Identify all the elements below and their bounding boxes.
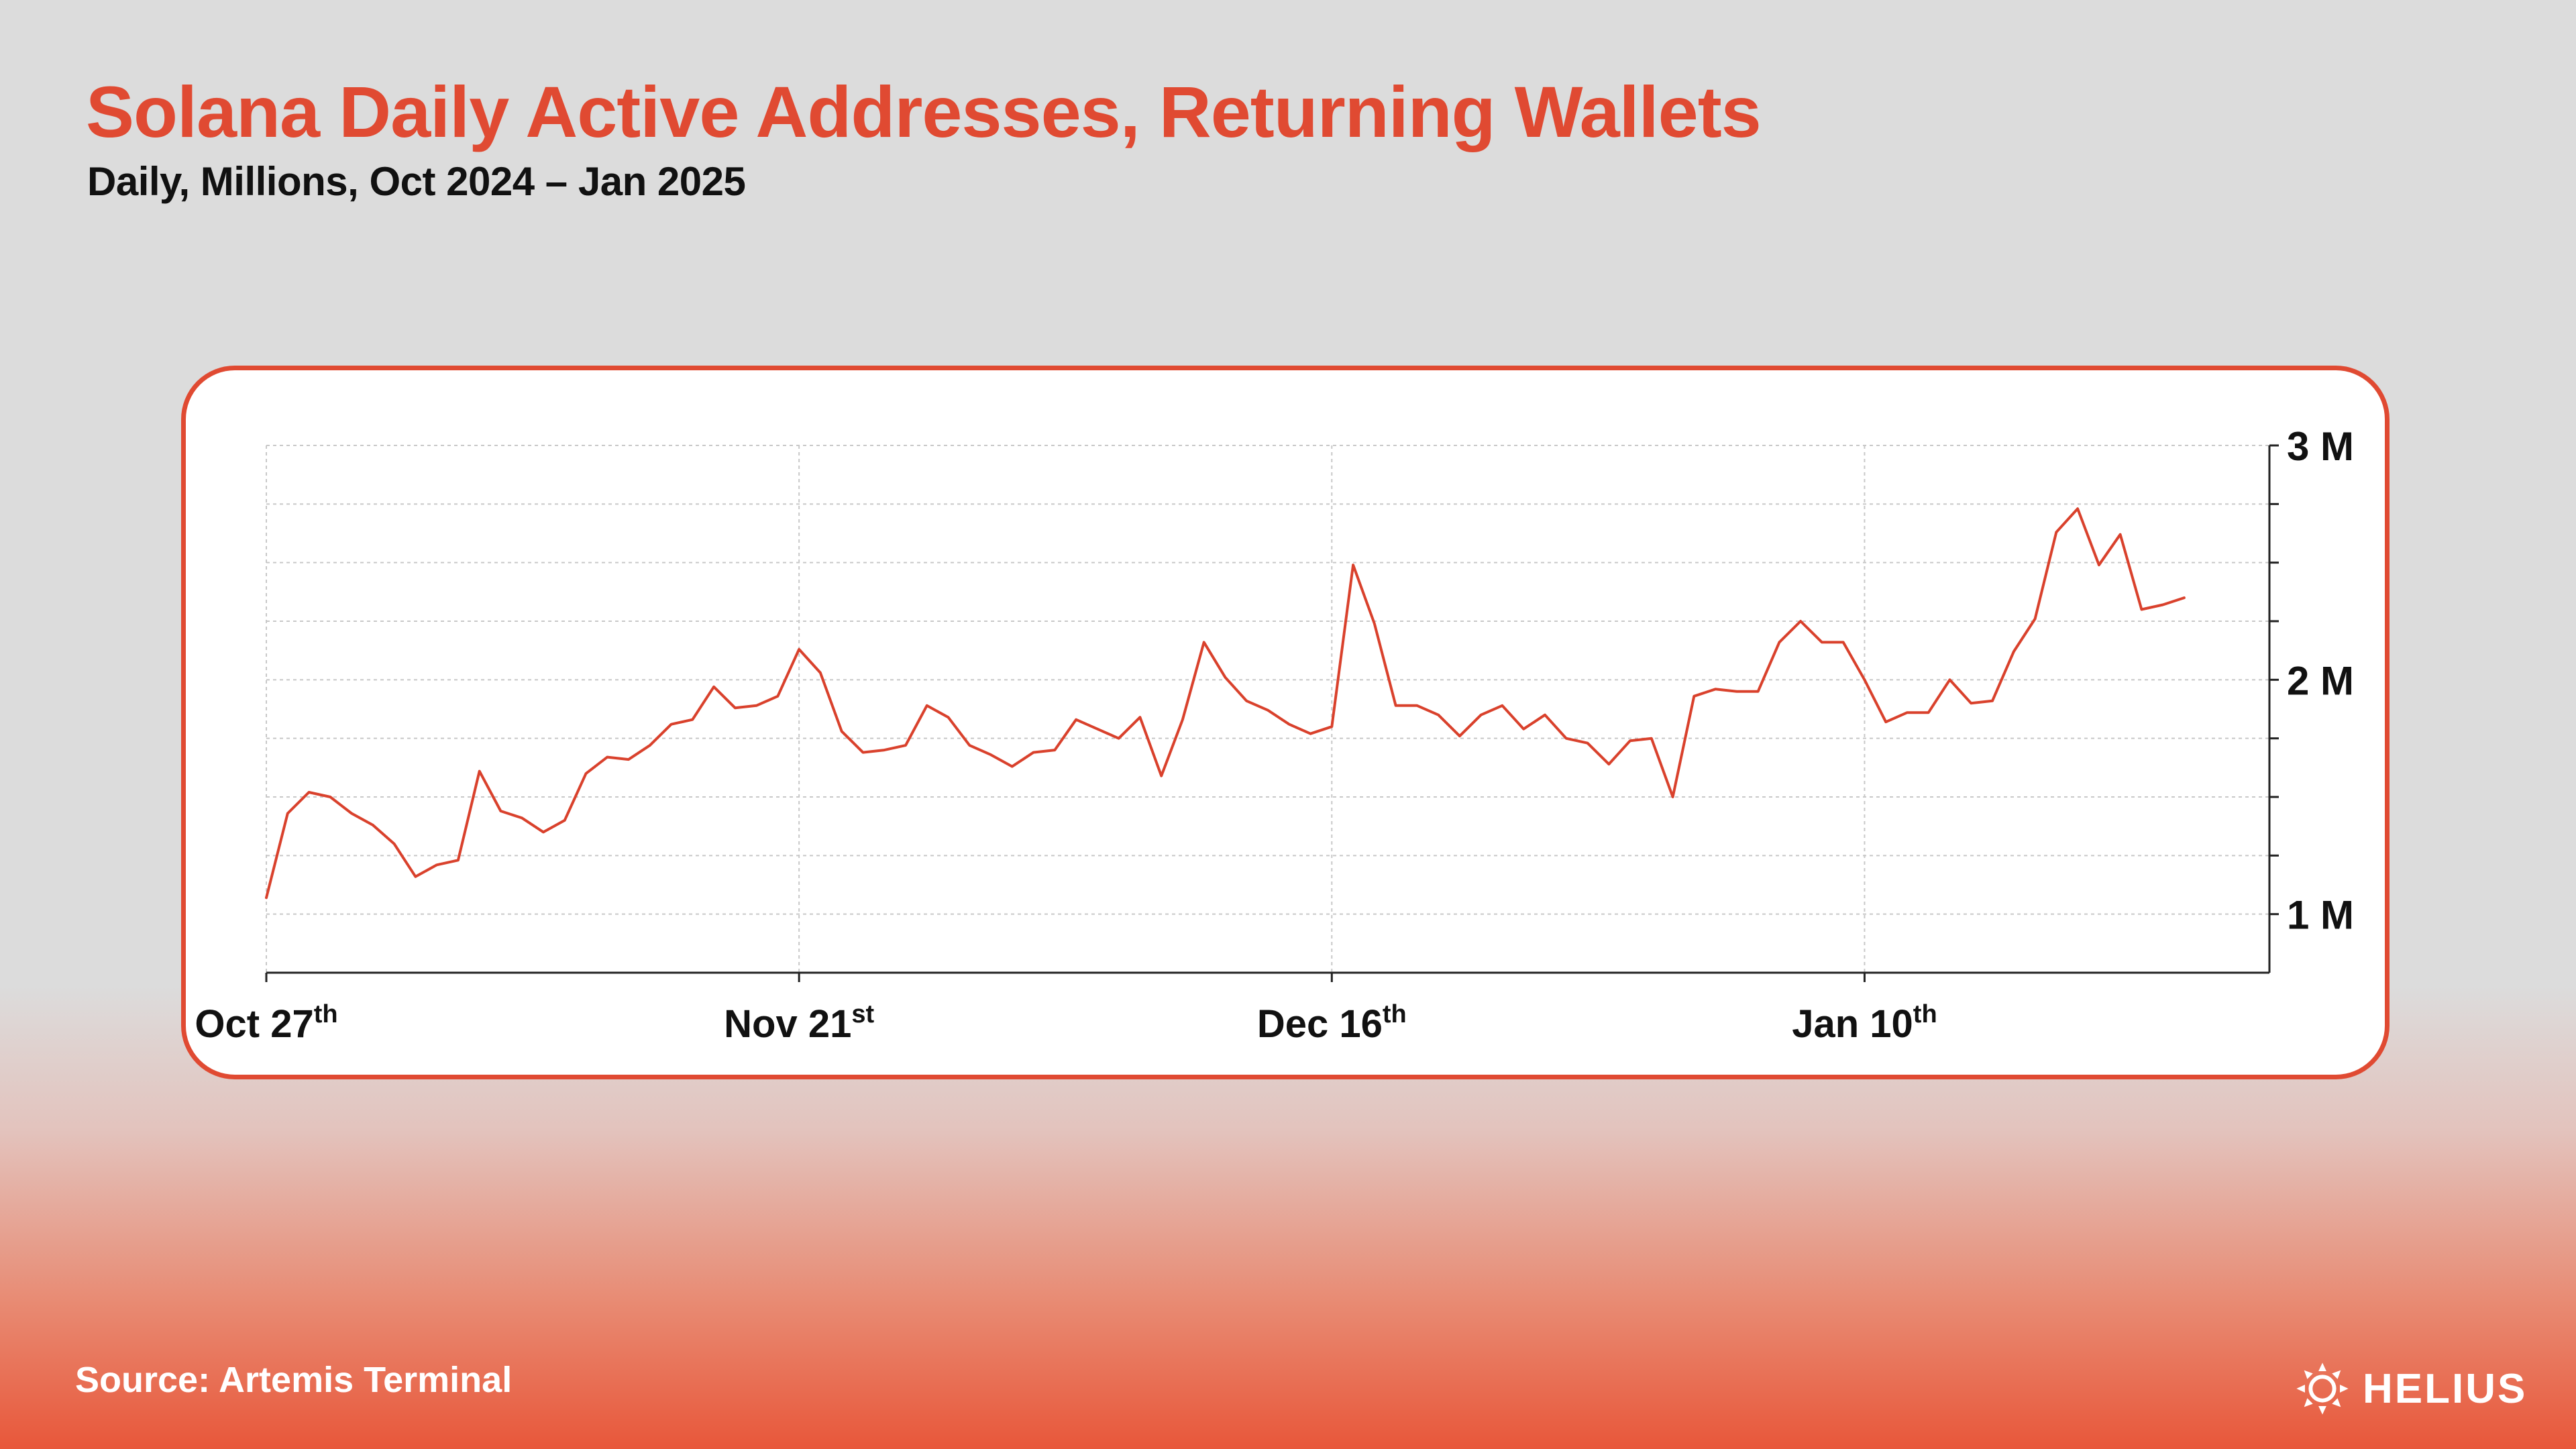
brand-logo: HELIUS (2294, 1358, 2542, 1419)
y-tick-label: 3 M (2287, 424, 2354, 469)
y-tick-label: 1 M (2287, 893, 2354, 938)
x-tick-label: Nov 21st (724, 1000, 874, 1046)
brand-name: HELIUS (2363, 1365, 2528, 1412)
y-tick-label: 2 M (2287, 658, 2354, 703)
x-tick-label: Jan 10th (1792, 1000, 1937, 1046)
series-line (265, 507, 2186, 900)
x-tick-label: Oct 27th (195, 1000, 337, 1046)
source-note: Source: Artemis Terminal (75, 1360, 513, 1400)
chart-subtitle: Daily, Millions, Oct 2024 – Jan 2025 (87, 159, 746, 204)
tick-labels: 1 M 2 M 3 M Oct 27th Nov 21st Dec 16th Jan 10t… (195, 424, 2354, 1046)
chart-title: Solana Daily Active Addresses, Returning… (86, 71, 1762, 152)
x-tick-label: Dec 16th (1257, 1000, 1407, 1046)
axes (265, 444, 2279, 982)
series-layer (265, 507, 2186, 900)
helius-sun-icon (2296, 1362, 2349, 1415)
grid-lines (266, 445, 2269, 973)
